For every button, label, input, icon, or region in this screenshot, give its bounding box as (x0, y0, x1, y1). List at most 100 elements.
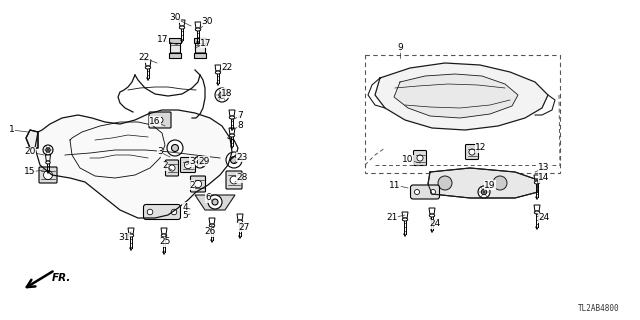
Text: 28: 28 (236, 173, 248, 182)
Ellipse shape (209, 224, 214, 227)
Polygon shape (161, 228, 167, 234)
Circle shape (208, 195, 222, 209)
Polygon shape (35, 110, 232, 218)
Text: 15: 15 (24, 167, 36, 177)
Circle shape (469, 149, 475, 155)
FancyBboxPatch shape (39, 167, 57, 183)
Text: 24: 24 (429, 220, 440, 228)
Bar (195, 41, 205, 55)
Ellipse shape (534, 181, 540, 184)
Polygon shape (237, 214, 243, 220)
Circle shape (44, 171, 52, 180)
Bar (365, 55, 560, 173)
Circle shape (478, 186, 490, 198)
Text: 16: 16 (149, 116, 161, 125)
Text: 9: 9 (397, 44, 403, 52)
Text: 31: 31 (118, 234, 130, 243)
Circle shape (219, 92, 225, 98)
Text: 1: 1 (9, 125, 15, 134)
Ellipse shape (45, 161, 51, 164)
Text: 7: 7 (237, 111, 243, 121)
Polygon shape (215, 65, 221, 71)
Circle shape (45, 148, 51, 152)
Ellipse shape (145, 66, 150, 69)
Ellipse shape (179, 26, 185, 29)
Ellipse shape (215, 71, 221, 74)
Text: 4: 4 (182, 203, 188, 212)
Polygon shape (209, 218, 215, 224)
Text: 24: 24 (538, 213, 550, 222)
FancyBboxPatch shape (191, 176, 205, 192)
Text: 30: 30 (201, 17, 212, 26)
FancyBboxPatch shape (180, 157, 195, 172)
Circle shape (226, 152, 242, 168)
Text: 22: 22 (221, 63, 232, 73)
Polygon shape (195, 22, 201, 28)
Circle shape (195, 180, 202, 188)
Circle shape (157, 117, 163, 123)
Circle shape (417, 155, 423, 161)
Text: 8: 8 (237, 122, 243, 131)
Text: 23: 23 (236, 153, 248, 162)
Ellipse shape (403, 218, 408, 221)
Text: 6: 6 (205, 194, 211, 203)
Text: 17: 17 (200, 38, 212, 47)
Text: 3: 3 (157, 148, 163, 156)
Circle shape (215, 88, 229, 102)
Polygon shape (375, 63, 548, 130)
Text: 5: 5 (182, 212, 188, 220)
Text: 18: 18 (221, 89, 233, 98)
Text: 27: 27 (238, 222, 250, 231)
Text: 10: 10 (403, 156, 413, 164)
Ellipse shape (161, 234, 166, 237)
Polygon shape (45, 155, 51, 161)
Circle shape (147, 209, 153, 215)
FancyBboxPatch shape (143, 204, 180, 220)
Circle shape (230, 156, 237, 164)
Circle shape (431, 189, 435, 195)
Polygon shape (428, 168, 538, 198)
Circle shape (230, 176, 238, 184)
Text: 14: 14 (538, 173, 550, 182)
Circle shape (481, 189, 486, 195)
Polygon shape (534, 205, 540, 211)
Polygon shape (195, 195, 235, 210)
Text: 2: 2 (162, 162, 168, 171)
Polygon shape (429, 208, 435, 214)
FancyBboxPatch shape (166, 160, 179, 176)
Text: 29: 29 (198, 156, 210, 165)
FancyBboxPatch shape (226, 171, 242, 189)
Circle shape (184, 161, 191, 169)
Polygon shape (145, 60, 151, 66)
Text: 25: 25 (159, 237, 171, 246)
Bar (169, 53, 181, 58)
Circle shape (415, 189, 420, 195)
Circle shape (212, 199, 218, 205)
Polygon shape (229, 128, 235, 134)
Ellipse shape (429, 214, 435, 217)
Ellipse shape (229, 134, 235, 137)
Polygon shape (128, 228, 134, 234)
Polygon shape (402, 212, 408, 218)
FancyBboxPatch shape (410, 185, 440, 199)
Circle shape (197, 159, 203, 165)
Bar (170, 41, 180, 55)
Polygon shape (534, 175, 540, 181)
Bar (169, 38, 181, 43)
Polygon shape (229, 110, 235, 116)
Text: 17: 17 (157, 36, 169, 44)
Ellipse shape (128, 234, 134, 237)
Text: 12: 12 (476, 143, 486, 153)
Ellipse shape (237, 220, 243, 223)
Polygon shape (394, 74, 518, 118)
Circle shape (172, 209, 177, 215)
Circle shape (493, 176, 507, 190)
FancyBboxPatch shape (465, 145, 479, 159)
Ellipse shape (229, 116, 235, 119)
Text: 3: 3 (189, 157, 195, 166)
Circle shape (43, 145, 53, 155)
Bar (194, 53, 206, 58)
Circle shape (438, 176, 452, 190)
Text: 30: 30 (169, 13, 180, 22)
Circle shape (172, 145, 179, 151)
